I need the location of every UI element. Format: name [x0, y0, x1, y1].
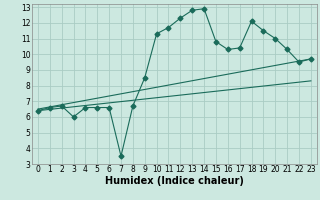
X-axis label: Humidex (Indice chaleur): Humidex (Indice chaleur) — [105, 176, 244, 186]
